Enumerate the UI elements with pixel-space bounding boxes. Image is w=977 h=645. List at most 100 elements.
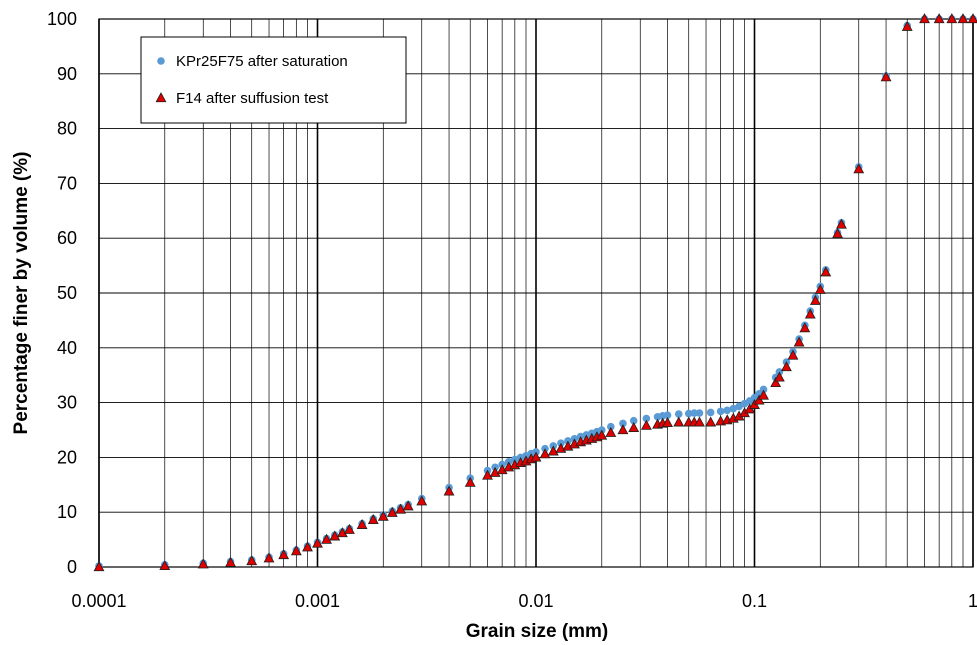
y-tick-label: 20 — [57, 447, 77, 467]
data-point-series-2 — [814, 283, 826, 294]
data-point-series-2 — [464, 476, 476, 487]
data-point-series-1 — [674, 410, 683, 418]
data-point-series-1 — [695, 409, 704, 417]
data-point-series-2 — [832, 227, 843, 238]
data-point-series-2 — [946, 13, 958, 24]
data-point-series-2 — [901, 20, 913, 31]
data-point-series-2 — [705, 416, 717, 427]
data-point-series-2 — [539, 448, 551, 459]
tick-labels: 0.0001 0.001 0.01 0.1 1010203040506070809010… — [47, 9, 977, 611]
plot-frame — [98, 18, 974, 568]
data-point-series-1 — [663, 411, 672, 420]
y-tick-label: 40 — [57, 338, 77, 358]
data-point-series-2 — [290, 545, 302, 556]
y-axis-title: Percentage finer by volume (%) — [11, 152, 32, 435]
data-point-series-2 — [402, 500, 414, 511]
legend-label-series-2: F14 after suffusion test — [176, 90, 329, 107]
data-point-series-2 — [278, 549, 290, 560]
data-point-series-2 — [329, 530, 341, 541]
data-point-series-2 — [793, 336, 805, 347]
x-axis-title: Grain size (mm) — [466, 621, 609, 642]
data-point-series-2 — [321, 533, 332, 544]
data-point-series-2 — [386, 506, 398, 517]
data-point-series-2 — [596, 429, 608, 440]
data-point-series-2 — [395, 503, 406, 514]
data-point-series-2 — [773, 371, 785, 382]
data-point-series-2 — [787, 349, 799, 360]
data-point-series-2 — [336, 527, 348, 538]
data-point-series-2 — [919, 13, 930, 24]
data-point-series-2 — [628, 421, 640, 432]
data-point-series-2 — [809, 294, 821, 305]
data-point-series-2 — [367, 514, 379, 525]
y-tick-label: 80 — [57, 119, 77, 139]
data-point-series-2 — [312, 537, 323, 548]
data-point-series-2 — [640, 419, 652, 430]
data-point-series-2 — [673, 416, 685, 427]
y-tick-label: 70 — [57, 173, 77, 193]
data-point-series-1 — [729, 404, 738, 413]
data-point-series-2 — [489, 466, 501, 477]
data-point-series-2 — [605, 426, 617, 437]
data-point-series-1 — [706, 408, 715, 417]
x-tick-label: 0.1 — [742, 591, 767, 611]
legend-marker-series-1 — [157, 57, 165, 65]
data-point-series-2 — [820, 266, 832, 277]
y-tick-label: 30 — [57, 393, 77, 413]
data-point-series-2 — [93, 561, 105, 572]
y-tick-label: 50 — [57, 283, 77, 303]
data-point-series-2 — [263, 552, 275, 563]
data-point-series-1 — [642, 414, 651, 423]
legend-label-series-1: KPr25F75 after saturation — [176, 53, 348, 70]
data-point-series-2 — [694, 416, 705, 427]
data-point-series-2 — [225, 556, 236, 567]
data-point-series-2 — [530, 451, 542, 462]
data-point-series-2 — [933, 13, 945, 24]
x-tick-label: 0.01 — [518, 591, 553, 611]
data-point-series-2 — [416, 495, 428, 506]
data-point-series-2 — [443, 485, 455, 496]
y-tick-label: 60 — [57, 228, 77, 248]
data-point-series-2 — [377, 510, 389, 521]
data-point-series-2 — [356, 518, 368, 529]
data-point-series-2 — [804, 308, 816, 319]
y-tick-label: 0 — [67, 557, 77, 577]
data-point-series-2 — [753, 394, 765, 405]
y-tick-label: 100 — [47, 9, 77, 29]
data-point-series-2 — [799, 322, 811, 333]
y-tick-label: 90 — [57, 64, 77, 84]
data-point-series-1 — [607, 422, 615, 431]
data-point-series-2 — [836, 218, 847, 229]
data-point-series-1 — [723, 406, 732, 415]
data-point-series-2 — [344, 523, 355, 534]
data-point-series-1 — [629, 416, 638, 425]
data-point-series-2 — [482, 469, 493, 480]
data-point-series-1 — [690, 409, 699, 417]
x-tick-label: 1 — [968, 591, 977, 611]
data-point-series-2 — [547, 445, 559, 456]
data-point-series-2 — [159, 560, 171, 571]
series-layer — [93, 13, 977, 572]
data-point-series-2 — [246, 555, 258, 566]
data-point-series-2 — [662, 417, 673, 428]
data-point-series-2 — [770, 377, 782, 388]
x-tick-label: 0.001 — [295, 591, 340, 611]
data-point-series-2 — [781, 361, 792, 372]
legend-box — [140, 36, 407, 124]
data-point-series-2 — [957, 13, 969, 24]
data-point-series-2 — [853, 163, 865, 174]
data-point-series-2 — [302, 541, 313, 552]
x-tick-label: 0.0001 — [71, 591, 126, 611]
legend-marker-series-2 — [155, 92, 167, 103]
data-point-series-1 — [716, 407, 725, 416]
data-point-series-1 — [759, 385, 768, 394]
data-point-series-1 — [684, 409, 693, 418]
data-point-series-2 — [758, 389, 769, 400]
data-point-series-1 — [619, 419, 627, 428]
data-point-series-2 — [880, 71, 892, 82]
data-point-series-2 — [617, 424, 629, 435]
legend: KPr25F75 after saturation F14 after suff… — [140, 36, 407, 124]
data-point-series-2 — [967, 13, 977, 24]
